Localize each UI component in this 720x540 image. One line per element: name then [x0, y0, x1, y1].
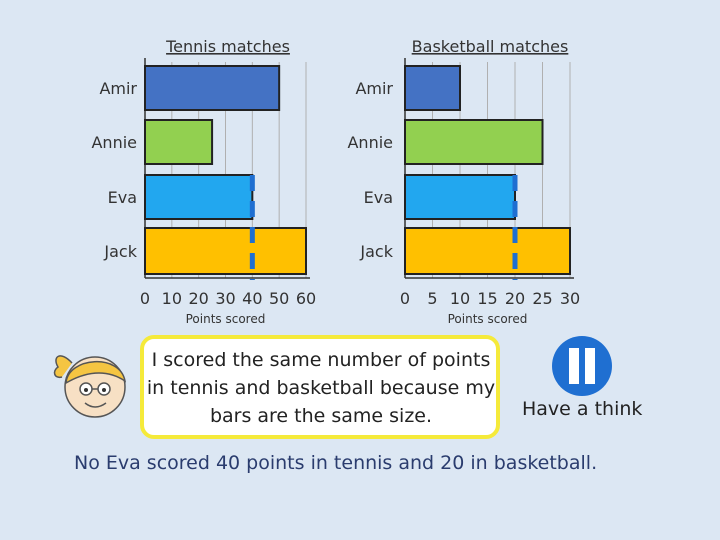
- tick-label: 0: [400, 289, 410, 308]
- tick-label: 40: [242, 289, 262, 308]
- category-label: Annie: [347, 133, 393, 152]
- chart-title: Tennis matches: [165, 37, 290, 56]
- x-axis-label: Points scored: [448, 312, 528, 326]
- tick-label: 20: [188, 289, 208, 308]
- tick-label: 20: [505, 289, 525, 308]
- bar-annie: [144, 119, 214, 165]
- x-axis-label: Points scored: [186, 312, 266, 326]
- category-label: Jack: [103, 242, 137, 261]
- bar-annie: [404, 119, 544, 165]
- tick-label: 25: [532, 289, 552, 308]
- speech-bubble-text: I scored the same number of points in te…: [146, 349, 496, 427]
- chart-title: Basketball matches: [412, 37, 569, 56]
- answer-text: No Eva scored 40 points in tennis and 20…: [74, 452, 598, 474]
- bar-amir: [144, 65, 281, 111]
- tick-label: 5: [427, 289, 437, 308]
- girl-character-icon: [53, 355, 127, 418]
- tick-label: 10: [162, 289, 182, 308]
- category-label: Eva: [108, 188, 137, 207]
- pause-icon[interactable]: [552, 336, 612, 396]
- tick-label: 15: [477, 289, 497, 308]
- speech-bubble: [140, 335, 500, 439]
- have-a-think-label: Have a think: [522, 398, 643, 420]
- tick-label: 30: [215, 289, 235, 308]
- tick-label: 10: [450, 289, 470, 308]
- bar-jack: [144, 227, 307, 275]
- bar-eva: [404, 174, 516, 220]
- tick-label: 60: [296, 289, 316, 308]
- tick-label: 50: [269, 289, 289, 308]
- category-label: Amir: [355, 79, 393, 98]
- bar-amir: [404, 65, 461, 111]
- tick-label: 0: [140, 289, 150, 308]
- category-label: Annie: [91, 133, 137, 152]
- bar-jack: [404, 227, 571, 275]
- category-label: Jack: [359, 242, 393, 261]
- category-label: Amir: [99, 79, 137, 98]
- category-label: Eva: [364, 188, 393, 207]
- bar-eva: [144, 174, 254, 220]
- tick-label: 30: [560, 289, 580, 308]
